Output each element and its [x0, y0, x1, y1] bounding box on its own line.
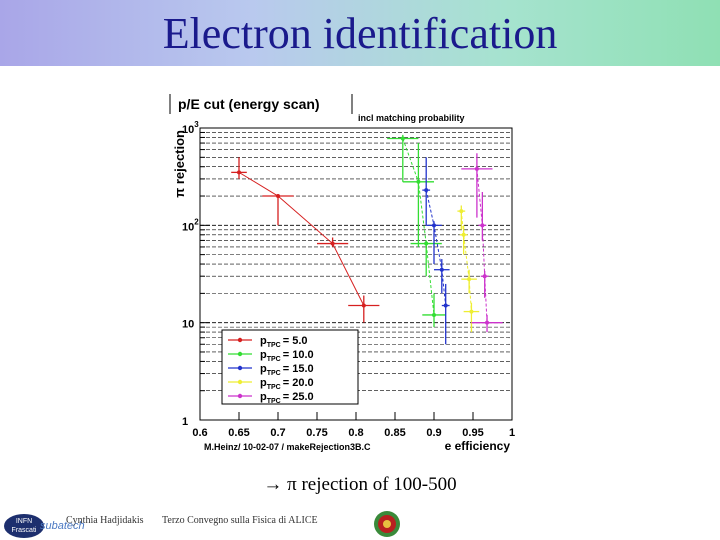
y-axis-label: π rejection [172, 130, 187, 198]
data-point [439, 267, 444, 272]
legend-swatch-marker [237, 393, 243, 399]
legend-box [221, 329, 359, 405]
data-point [276, 194, 280, 199]
x-tick-label: 0.9 [426, 427, 441, 439]
y-tick-label: 10 [182, 319, 194, 331]
infn-logo: INFN Frascati [4, 514, 44, 538]
data-point [443, 303, 448, 308]
data-point [416, 179, 421, 184]
data-point [432, 312, 436, 317]
legend-label-value: = 20.0 [283, 377, 314, 389]
data-point [432, 223, 436, 228]
legend-label-sub: TPC [267, 384, 281, 391]
x-tick-label: 0.85 [384, 427, 405, 439]
infn-logo-line2: Frascati [11, 527, 37, 534]
data-point [485, 320, 490, 325]
y-tick-exponent: 2 [194, 217, 199, 226]
legend-label-value: = 5.0 [283, 335, 308, 347]
data-point [361, 303, 366, 308]
series-line [402, 138, 435, 316]
legend-label-sub: TPC [267, 356, 281, 363]
data-point [474, 166, 479, 171]
legend-swatch-marker [237, 365, 243, 371]
x-tick-label: 1 [509, 427, 515, 439]
x-tick-label: 0.65 [228, 427, 249, 439]
title-banner [0, 0, 720, 66]
legend-label-value: = 15.0 [283, 363, 314, 375]
footer-event: Terzo Convegno sulla Fisica di ALICE [162, 515, 318, 526]
rejection-chart: p/E cut (energy scan) incl matching proba… [169, 94, 515, 453]
legend-swatch-marker [237, 379, 243, 385]
data-point [461, 232, 466, 237]
data-point [400, 136, 405, 141]
legend-label-value: = 10.0 [283, 349, 314, 361]
slide-title: Electron identification [162, 9, 558, 58]
data-point [424, 188, 429, 193]
infn-logo-line1: INFN [15, 518, 33, 525]
y-tick-label: 1 [182, 416, 188, 428]
legend-swatch-marker [237, 351, 243, 357]
data-point [459, 209, 464, 214]
x-tick-label: 0.8 [348, 427, 363, 439]
legend-label-sub: TPC [267, 398, 281, 405]
subatech-logo: subatech [40, 520, 85, 532]
chart-subtitle: incl matching probability [358, 113, 465, 123]
series-line [460, 211, 472, 312]
y-tick-label: 102 [182, 217, 199, 233]
data-point [424, 241, 429, 246]
x-tick-label: 0.95 [462, 427, 483, 439]
data-point [467, 277, 472, 282]
y-tick-exponent: 3 [194, 120, 199, 129]
chart-credit: M.Heinz/ 10-02-07 / makeRejection3B.C [204, 442, 371, 452]
series-line [238, 171, 365, 306]
data-point [330, 241, 335, 246]
x-tick-label: 0.7 [270, 427, 285, 439]
legend-swatch-marker [237, 337, 243, 343]
series-line [476, 168, 488, 323]
data-point [482, 274, 487, 279]
data-point [469, 309, 474, 314]
summary-text: → π rejection of 100-500 [263, 474, 457, 495]
alice-logo-icon [374, 511, 400, 537]
x-tick-label: 0.6 [192, 427, 207, 439]
x-axis-label: e efficiency [445, 439, 511, 453]
data-point [237, 170, 241, 175]
x-tick-label: 0.75 [306, 427, 327, 439]
legend-label-value: = 25.0 [283, 391, 314, 403]
legend-label-sub: TPC [267, 342, 281, 349]
legend-label-sub: TPC [267, 370, 281, 377]
chart-title: p/E cut (energy scan) [178, 96, 320, 112]
data-point [480, 223, 485, 228]
footer-author: Cynthia Hadjidakis [66, 515, 144, 526]
